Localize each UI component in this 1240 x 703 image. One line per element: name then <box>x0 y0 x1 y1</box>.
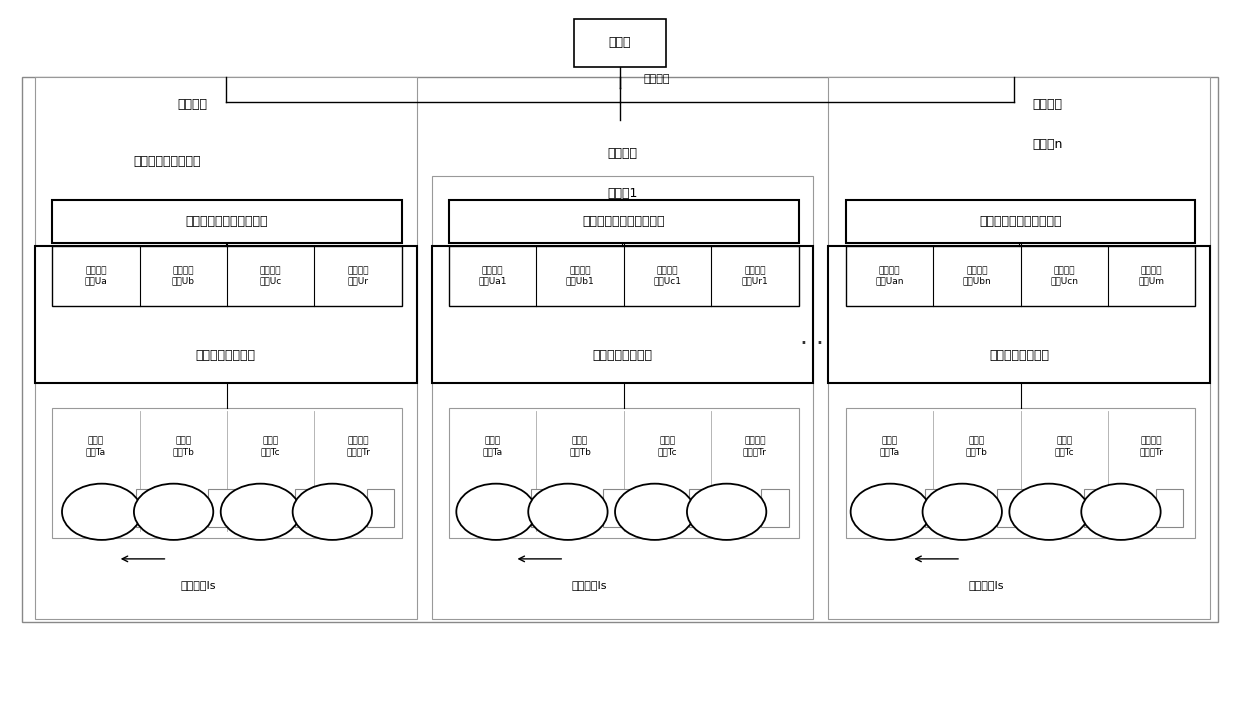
Bar <box>35 77 417 619</box>
Ellipse shape <box>1009 484 1089 540</box>
Text: 模拟校验
电压Uc: 模拟校验 电压Uc <box>259 266 281 285</box>
Bar <box>52 200 402 243</box>
Bar <box>689 489 717 527</box>
Ellipse shape <box>221 484 300 540</box>
Bar <box>761 489 789 527</box>
Bar <box>22 77 1218 622</box>
Bar <box>449 200 799 243</box>
Bar <box>925 489 952 527</box>
Text: 模拟校验
电压Uan: 模拟校验 电压Uan <box>875 266 904 285</box>
Ellipse shape <box>293 484 372 540</box>
Bar <box>828 77 1210 619</box>
Text: 无线网络: 无线网络 <box>1033 98 1063 110</box>
Text: 待测互
感器Tc: 待测互 感器Tc <box>260 437 280 456</box>
Bar <box>136 489 164 527</box>
Text: 待测互
感器Tc: 待测互 感器Tc <box>657 437 677 456</box>
Bar <box>574 19 666 67</box>
Text: · ·: · · <box>800 333 825 356</box>
Text: 容性设备在线监测量主板: 容性设备在线监测量主板 <box>583 215 665 228</box>
Text: 模拟校验
电压Ubn: 模拟校验 电压Ubn <box>962 266 991 285</box>
Text: 待测互
感器Ta: 待测互 感器Ta <box>879 437 899 456</box>
Text: 模拟校验
电压Ucn: 模拟校验 电压Ucn <box>1050 266 1079 285</box>
Text: 模拟校验
电压Um: 模拟校验 电压Um <box>1138 266 1164 285</box>
Bar <box>367 489 394 527</box>
Text: 异频电流Is: 异频电流Is <box>181 580 216 590</box>
Text: 异频电流Is: 异频电流Is <box>572 580 606 590</box>
Text: 无线网络: 无线网络 <box>644 74 671 84</box>
Text: 在线监测校验装置: 在线监测校验装置 <box>593 349 652 361</box>
Text: 待测互
感器Ta: 待测互 感器Ta <box>86 437 105 456</box>
Text: 模拟校验
电压Ub1: 模拟校验 电压Ub1 <box>565 266 594 285</box>
Text: 在线监测校验装置: 在线监测校验装置 <box>196 349 255 361</box>
Text: 待测参考
互感器Tr: 待测参考 互感器Tr <box>1140 437 1163 456</box>
Text: 待测参考
互感器Tr: 待测参考 互感器Tr <box>743 437 766 456</box>
Text: 校验点1: 校验点1 <box>608 187 637 200</box>
Text: 无线网络: 无线网络 <box>177 98 207 110</box>
Bar <box>52 408 402 538</box>
Bar <box>35 246 417 383</box>
Text: 模拟校验
电压Ua: 模拟校验 电压Ua <box>84 266 107 285</box>
Ellipse shape <box>62 484 141 540</box>
Bar <box>295 489 322 527</box>
Text: 模拟校验
电压Ua1: 模拟校验 电压Ua1 <box>479 266 507 285</box>
Text: 待测互
感器Tb: 待测互 感器Tb <box>172 437 195 456</box>
Ellipse shape <box>923 484 1002 540</box>
Text: 待测互
感器Tb: 待测互 感器Tb <box>569 437 591 456</box>
Text: 模拟校验
电压Uc1: 模拟校验 电压Uc1 <box>653 266 682 285</box>
Text: 异频电流Is: 异频电流Is <box>968 580 1003 590</box>
Bar <box>603 489 630 527</box>
Text: 模拟校验
电压Ub: 模拟校验 电压Ub <box>171 266 195 285</box>
Bar <box>531 489 558 527</box>
Bar <box>449 408 799 538</box>
Bar <box>208 489 236 527</box>
Text: 在线监测校验装置: 在线监测校验装置 <box>990 349 1049 361</box>
Text: 无线网络: 无线网络 <box>608 147 637 160</box>
Bar <box>52 246 402 306</box>
Text: 模拟校验
电压Ur: 模拟校验 电压Ur <box>347 266 368 285</box>
Bar <box>449 246 799 306</box>
Ellipse shape <box>456 484 536 540</box>
Bar <box>1156 489 1183 527</box>
Text: 待测互
感器Ta: 待测互 感器Ta <box>482 437 502 456</box>
Bar <box>432 246 813 383</box>
Text: 待测互
感器Tb: 待测互 感器Tb <box>966 437 988 456</box>
Text: 容性设备在线监测量主板: 容性设备在线监测量主板 <box>186 215 268 228</box>
Ellipse shape <box>615 484 694 540</box>
Text: 待测互
感器Tc: 待测互 感器Tc <box>1054 437 1074 456</box>
Bar <box>432 176 813 619</box>
Text: 容性设备在线监测量主板: 容性设备在线监测量主板 <box>980 215 1061 228</box>
Ellipse shape <box>687 484 766 540</box>
Ellipse shape <box>134 484 213 540</box>
Text: 模拟校验
电压Ur1: 模拟校验 电压Ur1 <box>742 266 769 285</box>
Ellipse shape <box>528 484 608 540</box>
Bar <box>997 489 1024 527</box>
Bar <box>828 246 1210 383</box>
Text: 校验点n: 校验点n <box>1033 138 1063 150</box>
Text: 上位机: 上位机 <box>609 37 631 49</box>
Ellipse shape <box>1081 484 1161 540</box>
Text: 待测参考
互感器Tr: 待测参考 互感器Tr <box>346 437 370 456</box>
Bar <box>846 246 1195 306</box>
Ellipse shape <box>851 484 930 540</box>
Bar <box>1084 489 1111 527</box>
Bar <box>846 408 1195 538</box>
Bar <box>846 200 1195 243</box>
Text: 参考电压单元校验点: 参考电压单元校验点 <box>134 155 201 168</box>
